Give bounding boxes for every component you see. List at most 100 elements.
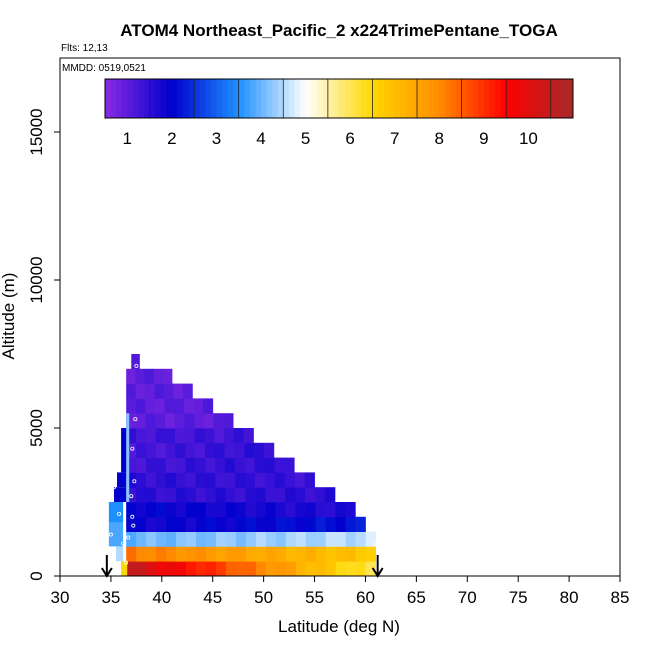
heatmap-cell	[255, 472, 266, 488]
colorbar-segment	[132, 79, 139, 118]
heatmap-cell	[166, 502, 177, 518]
heatmap-cell	[275, 487, 286, 503]
heatmap-cell	[315, 531, 327, 547]
colorbar-segment	[177, 79, 184, 118]
heatmap-cell	[166, 546, 177, 562]
colorbar-segment	[500, 79, 507, 118]
heatmap-cell	[135, 383, 146, 399]
colorbar-segment	[556, 79, 563, 118]
heatmap-cell	[156, 487, 167, 503]
heatmap-cell	[184, 413, 195, 429]
heatmap-cell	[245, 531, 257, 547]
heatmap-cell	[225, 502, 237, 518]
colorbar-segment	[255, 79, 262, 118]
colorbar-segment	[417, 79, 424, 118]
colorbar-segment	[344, 79, 351, 118]
heatmap-cell	[355, 561, 367, 577]
y-axis-label: Altitude (m)	[0, 273, 18, 360]
colorbar-segment	[171, 79, 178, 118]
heatmap-cell	[225, 561, 237, 577]
heatmap-cell	[255, 516, 267, 532]
heatmap-cell	[186, 531, 197, 547]
heatmap-cell	[203, 413, 215, 429]
heatmap-cell	[206, 561, 217, 577]
heatmap-cell	[215, 561, 227, 577]
heatmap-cell	[255, 546, 267, 562]
colorbar-segment	[550, 79, 557, 118]
heatmap-cell	[156, 516, 167, 532]
colorbar-segment	[489, 79, 496, 118]
heatmap-cell	[136, 442, 147, 458]
x-tick-label: 40	[152, 588, 171, 607]
heatmap-cell	[184, 428, 196, 444]
colorbar-segment	[216, 79, 223, 118]
x-tick-label: 70	[458, 588, 477, 607]
colorbar-segment	[339, 79, 346, 118]
down-arrow-icon	[100, 555, 113, 578]
heatmap-cell	[175, 472, 187, 488]
heatmap-cell	[175, 442, 186, 458]
colorbar-segment	[116, 79, 123, 118]
heatmap-cell	[126, 502, 137, 518]
heatmap-cell	[365, 561, 377, 577]
colorbar-segment	[155, 79, 162, 118]
heatmap-cell	[126, 413, 130, 502]
heatmap-cell	[365, 531, 377, 547]
colorbar-segment	[389, 79, 396, 118]
heatmap-cell	[205, 472, 216, 488]
heatmap-cell	[224, 428, 235, 444]
chart-title: ATOM4 Northeast_Pacific_2 x224TrimePenta…	[120, 21, 557, 40]
colorbar-tick-label: 1	[123, 129, 132, 148]
heatmap-cell	[174, 413, 185, 429]
sample-points	[108, 363, 378, 565]
heatmap-cell	[176, 546, 187, 562]
x-axis: 30 35 40 45 50 55 60 65 70 75 80 85	[51, 576, 629, 607]
heatmap-cell	[145, 398, 156, 414]
colorbar-frame	[104, 78, 574, 119]
heatmap-cell	[305, 516, 317, 532]
heatmap-cell	[165, 442, 176, 458]
heatmap-cell	[176, 516, 187, 532]
heatmap-cell	[185, 442, 196, 458]
heatmap-cell	[144, 368, 155, 384]
heatmap-cell	[284, 472, 296, 488]
heatmap-cell	[345, 502, 356, 518]
heatmap-cell	[305, 531, 317, 547]
colorbar-segment	[266, 79, 273, 118]
colorbar-segment	[305, 79, 312, 118]
heatmap-cell	[325, 546, 337, 562]
colorbar-segment	[199, 79, 206, 118]
colorbar-segment	[405, 79, 412, 118]
heatmap-cell	[121, 428, 128, 473]
heatmap-cell	[265, 546, 277, 562]
colorbar-segment	[456, 79, 463, 118]
heatmap-cell	[325, 502, 336, 518]
heatmap-cell	[355, 546, 367, 562]
colorbar-segment	[227, 79, 234, 118]
heatmap-cell	[176, 531, 187, 547]
heatmap-cell	[116, 546, 124, 562]
heatmap-cell	[225, 457, 236, 473]
colorbar-segment	[428, 79, 435, 118]
heatmap-cell	[265, 531, 277, 547]
heatmap-cell	[165, 428, 176, 444]
heatmap-cell	[156, 546, 167, 562]
heatmap-cell	[126, 457, 137, 473]
sample-point	[130, 514, 135, 519]
x-axis-label: Latitude (deg N)	[278, 617, 400, 636]
heatmap-cell	[108, 522, 124, 547]
heatmap-cell	[295, 531, 307, 547]
sample-point	[133, 417, 138, 422]
colorbar-segment	[138, 79, 145, 118]
heatmap-cell	[156, 561, 167, 577]
heatmap-cell	[135, 398, 146, 414]
heatmap-cell	[186, 546, 197, 562]
heatmap-cell	[136, 472, 147, 488]
heatmap-cell	[175, 428, 186, 444]
colorbar-segment	[244, 79, 251, 118]
heatmap-cell	[254, 457, 265, 473]
heatmap-cell	[235, 502, 247, 518]
heatmap-cell	[182, 383, 193, 399]
sample-point	[373, 541, 378, 546]
heatmap-cell	[136, 546, 147, 562]
